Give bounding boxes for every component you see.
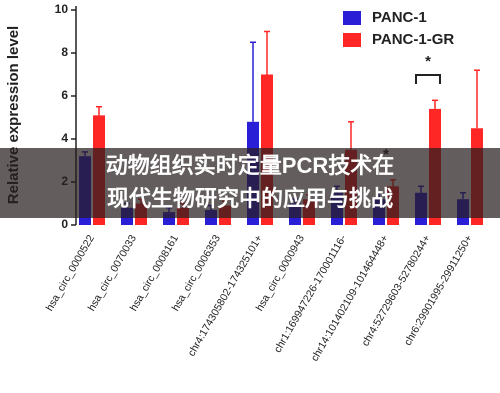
y-tick-label: 6 (61, 88, 68, 102)
y-tick-label: 0 (61, 217, 68, 231)
legend-label: PANC-1-GR (372, 31, 454, 48)
legend-swatch (343, 33, 361, 47)
x-tick-label: chr4:174305802-174325101+ (186, 233, 265, 359)
legend-swatch (343, 11, 361, 25)
y-tick-label: 4 (61, 131, 68, 145)
x-tick-label: chr14:101402109-101464448+ (309, 233, 391, 364)
overlay-text: 现代生物研究中的应用与挑战 (107, 186, 393, 211)
annotation: * (425, 53, 431, 70)
x-tick-label: chr1:169947226-170001116- (272, 232, 350, 354)
y-tick-label: 10 (55, 2, 69, 16)
legend-label: PANC-1 (372, 9, 427, 26)
significance-bracket (415, 74, 441, 84)
overlay-banner (0, 148, 500, 218)
overlay-text: 动物组织实时定量PCR技术在 (106, 153, 394, 178)
y-tick-label: 8 (61, 45, 68, 59)
